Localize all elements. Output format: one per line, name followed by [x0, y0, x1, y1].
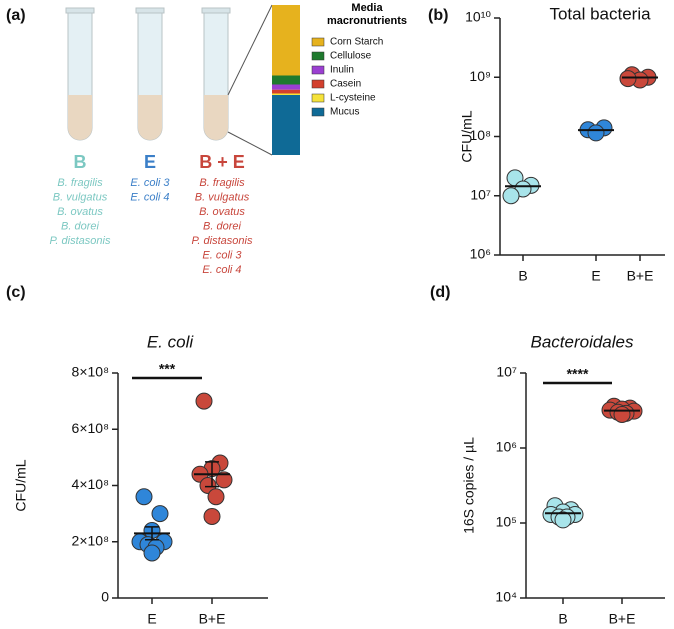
x-tick-label: E	[591, 268, 600, 284]
group-label: B + E	[199, 152, 245, 172]
media-segment	[272, 93, 300, 95]
panel-label: (a)	[6, 7, 26, 24]
species: B. dorei	[61, 220, 99, 232]
y-tick-label: 10⁸	[470, 127, 492, 143]
y-axis-label: CFU/mL	[13, 459, 29, 511]
x-tick-label: B+E	[627, 268, 654, 284]
y-tick-label: 0	[101, 589, 109, 605]
data-point	[151, 505, 169, 523]
group-label: B	[74, 152, 87, 172]
legend-swatch	[311, 51, 325, 61]
data-point	[203, 507, 221, 525]
group-label: E	[144, 152, 156, 172]
tubes	[65, 4, 273, 156]
x-tick-label: B+E	[609, 611, 636, 627]
species: B. vulgatus	[195, 191, 250, 203]
y-tick-label: 10⁶	[496, 439, 517, 455]
species: P. distasonis	[192, 235, 253, 247]
chart-title: Bacteroidales	[530, 332, 634, 351]
media-segment	[272, 89, 300, 94]
media-segment	[272, 95, 300, 155]
legend-swatch	[311, 107, 325, 117]
data-point	[215, 471, 233, 489]
legend-label: Inulin	[330, 65, 354, 76]
y-tick-label: 10⁷	[496, 364, 517, 380]
media-segment	[272, 84, 300, 90]
data-point	[587, 124, 605, 142]
y-tick-label: 10¹⁰	[465, 9, 491, 25]
panel-label: (c)	[6, 284, 26, 301]
legend-swatch	[311, 65, 325, 75]
y-tick-label: 10⁴	[495, 589, 517, 605]
panel-label: (d)	[430, 284, 450, 301]
legend-label: Mucus	[330, 107, 359, 118]
x-tick-label: B	[558, 611, 567, 627]
species: E. coli 4	[202, 264, 241, 276]
legend-swatch	[311, 79, 325, 89]
species: P. distasonis	[50, 235, 111, 247]
y-axis-label: 16S copies / µL	[461, 437, 477, 534]
chart-title: Total bacteria	[549, 4, 651, 23]
species: B. vulgatus	[53, 191, 108, 203]
species: B. fragilis	[199, 177, 245, 189]
data-point	[554, 511, 572, 529]
legend-title: Media macronutrients	[326, 2, 408, 27]
x-tick-label: B+E	[199, 611, 226, 627]
data-point	[613, 405, 631, 423]
species: B. ovatus	[57, 206, 103, 218]
y-tick-label: 10⁵	[496, 514, 517, 530]
species: E. coli 3	[202, 249, 242, 261]
species: B. fragilis	[57, 177, 103, 189]
data-point	[619, 70, 637, 88]
data-point	[207, 488, 225, 506]
legend-label: Casein	[330, 79, 361, 90]
y-tick-label: 6×10⁸	[72, 420, 110, 436]
y-tick-label: 10⁷	[470, 186, 491, 202]
legend-swatch	[311, 93, 325, 103]
data-point	[502, 187, 520, 205]
legend-label: Corn Starch	[330, 37, 383, 48]
species: E. coli 4	[130, 191, 169, 203]
legend-label: L-cysteine	[330, 93, 376, 104]
legend-swatch	[311, 37, 325, 47]
y-axis-label: CFU/mL	[459, 110, 475, 162]
x-tick-label: E	[147, 611, 156, 627]
media-segment	[272, 75, 300, 85]
data-point	[195, 392, 213, 410]
y-tick-label: 10⁹	[469, 68, 491, 84]
species: B. ovatus	[199, 206, 245, 218]
significance-label: ****	[567, 366, 589, 382]
data-point	[143, 544, 161, 562]
chart-title: E. coli	[147, 332, 195, 351]
legend-label: Cellulose	[330, 51, 372, 62]
species: E. coli 3	[130, 177, 170, 189]
panel-label: (b)	[428, 7, 448, 24]
y-tick-label: 4×10⁸	[72, 476, 110, 492]
species: B. dorei	[203, 220, 241, 232]
media-segment	[272, 5, 300, 76]
x-tick-label: B	[518, 268, 527, 284]
y-tick-label: 8×10⁸	[72, 364, 110, 380]
data-point	[135, 488, 153, 506]
y-tick-label: 10⁶	[470, 246, 491, 262]
y-tick-label: 2×10⁸	[72, 532, 110, 548]
significance-label: ***	[159, 361, 176, 377]
